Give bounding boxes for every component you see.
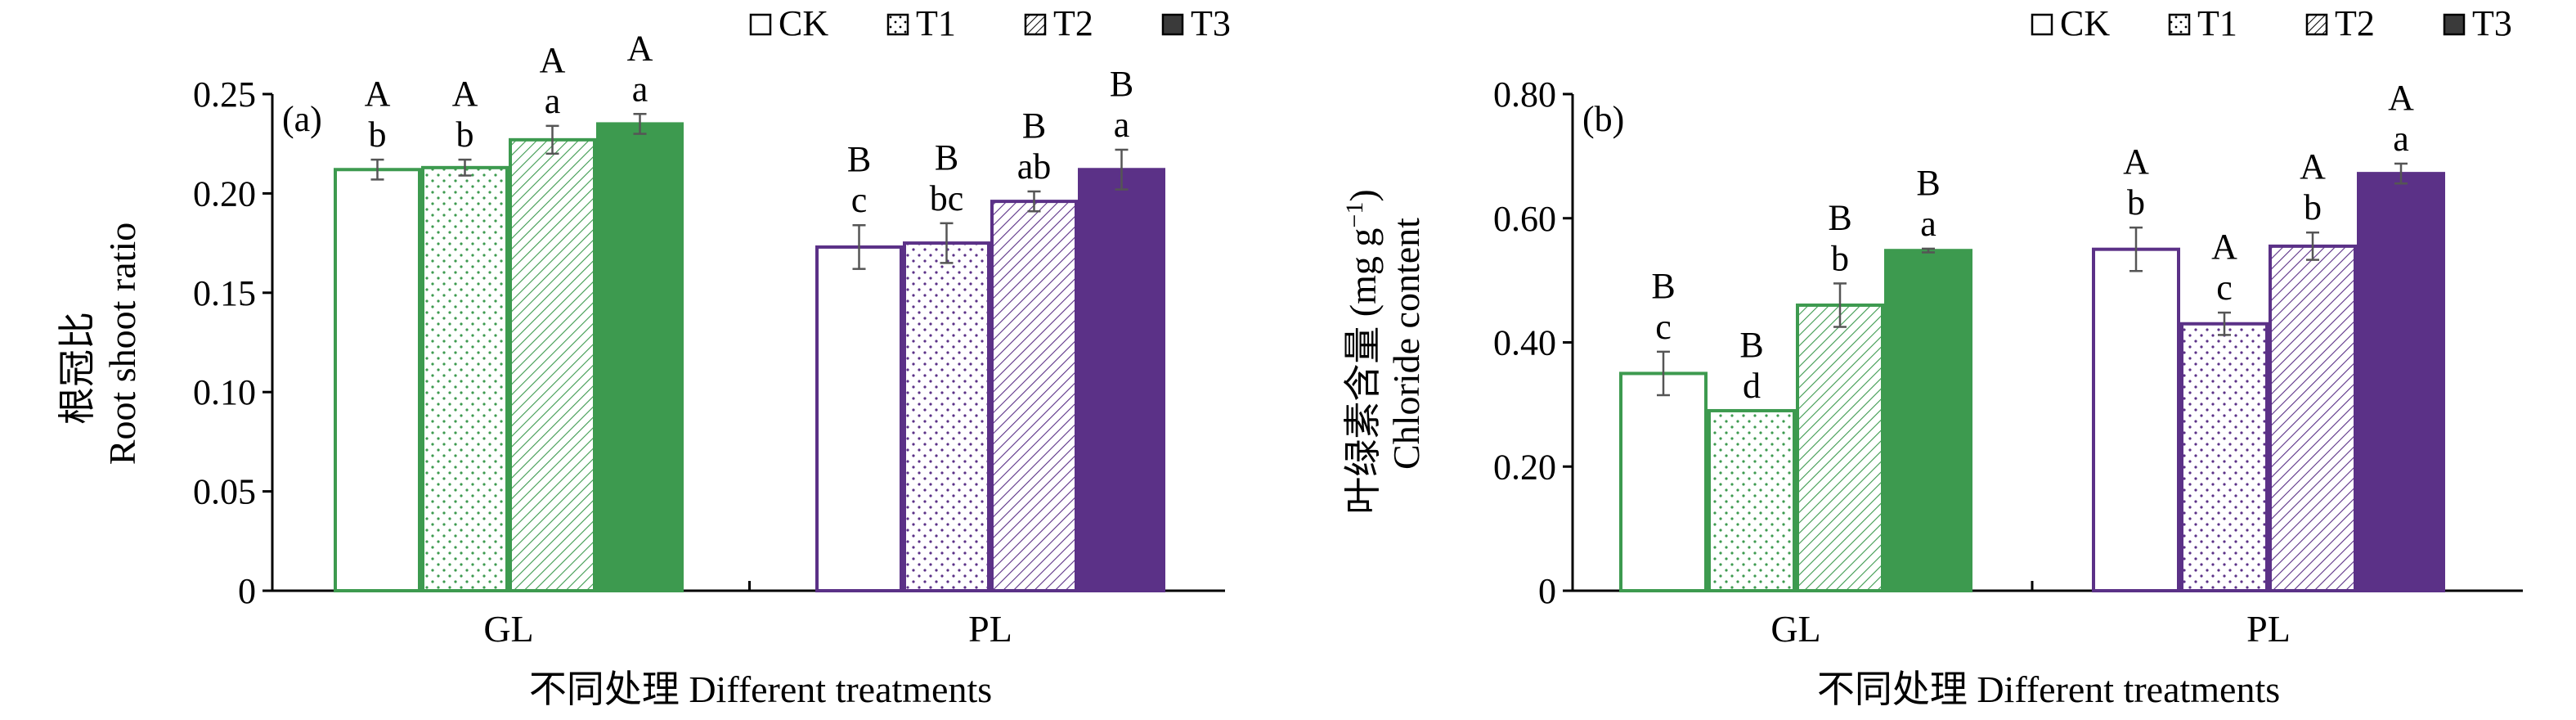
bar-gl-t2 <box>509 137 596 592</box>
bar-gl-ck <box>334 168 421 593</box>
panel-b-ylabel-cn: 叶绿素含量 <box>1342 326 1384 515</box>
panel-a: (a) 根冠比 Root shoot ratio 不同处理 Different … <box>56 3 1231 710</box>
significance-letter-lower: c <box>851 180 868 220</box>
significance-letter-lower: a <box>1920 204 1936 244</box>
legend-swatch-t3 <box>2443 13 2466 36</box>
bar-gl-t3 <box>1884 249 1972 592</box>
y-tick-label: 0.25 <box>193 74 256 115</box>
bar-pl-t3 <box>1078 168 1165 593</box>
legend-label-t1: T1 <box>2197 3 2237 43</box>
legend-label-t2: T2 <box>2335 3 2375 43</box>
significance-letter-upper: A <box>2211 227 2237 267</box>
significance-letter-lower: c <box>1655 307 1672 347</box>
y-tick-label: 0.40 <box>1493 323 1556 363</box>
panel-b-ylabel-unit-sup: −1 <box>1341 202 1368 228</box>
bar-gl-t1 <box>421 165 509 592</box>
bar-pl-t2 <box>2269 244 2357 592</box>
bar-gl-ck <box>1619 371 1708 592</box>
significance-letter-upper: B <box>935 137 958 178</box>
legend-label-ck: CK <box>2060 3 2110 43</box>
panel-a-xlabel: 不同处理 Different treatments <box>529 668 992 710</box>
legend-swatch-t3 <box>1161 13 1184 36</box>
significance-letter-upper: B <box>1739 325 1763 365</box>
significance-letter-lower: b <box>369 115 387 155</box>
significance-letter-lower: b <box>1831 238 1849 278</box>
legend-swatch-t2 <box>2305 13 2328 36</box>
significance-letter-upper: B <box>1916 163 1940 203</box>
legend-swatch-t1 <box>2168 13 2191 36</box>
significance-letter-upper: A <box>365 74 391 114</box>
y-tick-label: 0 <box>1538 571 1556 611</box>
panel-b-xlabel: 不同处理 Different treatments <box>1817 668 2280 710</box>
significance-letter-upper: A <box>540 40 566 80</box>
significance-letter-upper: B <box>1828 197 1851 237</box>
bar-pl-t1 <box>2180 322 2269 592</box>
significance-letter-lower: a <box>2393 119 2409 159</box>
significance-letter-lower: d <box>1743 366 1761 406</box>
panel-a-ylabel: Root shoot ratio <box>101 223 143 465</box>
y-tick-label: 0.60 <box>1493 199 1556 239</box>
significance-letter-lower: bc <box>930 178 964 218</box>
legend-label-t3: T3 <box>2472 3 2512 43</box>
significance-letter-upper: B <box>1022 106 1046 146</box>
significance-letter-upper: A <box>627 28 653 68</box>
legend-swatch-t2 <box>1024 13 1047 36</box>
x-tick-label: PL <box>968 608 1012 650</box>
legend-label-t2: T2 <box>1053 3 1093 43</box>
y-tick-label: 0.20 <box>1493 447 1556 487</box>
bar-pl-t1 <box>903 241 990 592</box>
significance-letter-lower: ab <box>1017 146 1052 187</box>
panel-b-ylabel-unit-end: ) <box>1342 189 1384 201</box>
y-tick-label: 0.20 <box>193 173 256 214</box>
x-tick-label: GL <box>483 608 533 650</box>
bar-gl-t2 <box>1796 303 1884 592</box>
bar-pl-t2 <box>990 200 1078 592</box>
bar-gl-t3 <box>596 122 684 593</box>
panel-b-legend: CK T1 T2 T3 <box>2031 3 2512 43</box>
significance-letter-lower: a <box>1114 105 1130 145</box>
significance-letter-upper: B <box>847 139 871 179</box>
panel-b: (b) 叶绿素含量 (mg g−1) Chloride content 不同处理… <box>1341 3 2523 710</box>
legend-swatch-t1 <box>886 13 909 36</box>
legend-label-t3: T3 <box>1191 3 1231 43</box>
y-tick-label: 0.05 <box>193 472 256 512</box>
significance-letter-lower: a <box>632 69 648 109</box>
panel-b-ylabel-cn-and-unit: 叶绿素含量 (mg g−1) <box>1341 189 1384 514</box>
y-tick-label: 0 <box>238 571 256 611</box>
significance-letter-lower: b <box>2304 187 2322 227</box>
x-tick-label: PL <box>2246 608 2291 650</box>
legend-swatch-ck <box>749 13 772 36</box>
bar-gl-t1 <box>1708 408 1796 592</box>
panel-a-ylabel-cn: 根冠比 <box>56 312 98 425</box>
panel-a-y-axis-title: 根冠比 Root shoot ratio <box>56 223 143 465</box>
panel-b-ylabel: Chloride content <box>1385 218 1427 470</box>
significance-letter-lower: b <box>456 115 474 155</box>
panel-a-legend: CK T1 T2 T3 <box>749 3 1231 43</box>
legend-label-ck: CK <box>779 3 828 43</box>
legend-swatch-ck <box>2031 13 2053 36</box>
significance-letter-upper: A <box>2388 78 2414 118</box>
bar-pl-ck <box>815 245 903 592</box>
bar-pl-t3 <box>2357 172 2445 592</box>
y-tick-label: 0.15 <box>193 273 256 313</box>
significance-letter-upper: B <box>1110 64 1133 104</box>
significance-letter-upper: A <box>452 74 478 114</box>
legend-label-t1: T1 <box>916 3 956 43</box>
panel-b-ylabel-unit: (mg g <box>1342 228 1384 317</box>
bar-pl-ck <box>2092 247 2180 592</box>
significance-letter-upper: B <box>1651 266 1675 306</box>
significance-letter-lower: a <box>545 81 561 121</box>
panel-a-label: (a) <box>282 99 322 139</box>
panel-b-label: (b) <box>1582 99 1624 139</box>
significance-letter-lower: c <box>2216 268 2233 308</box>
y-tick-label: 0.10 <box>193 372 256 412</box>
x-tick-label: GL <box>1770 608 1820 650</box>
significance-letter-lower: b <box>2127 182 2145 223</box>
y-tick-label: 0.80 <box>1493 74 1556 115</box>
significance-letter-upper: A <box>2300 146 2326 187</box>
significance-letter-upper: A <box>2123 142 2149 182</box>
